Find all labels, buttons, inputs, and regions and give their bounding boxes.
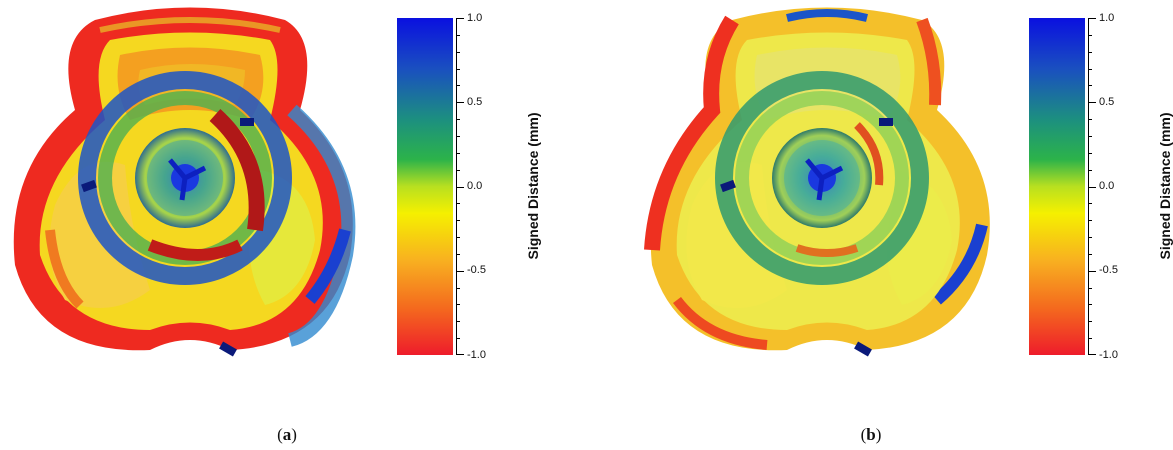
- major-tick: [1088, 271, 1096, 272]
- major-tick: [456, 18, 464, 19]
- minor-tick: [1088, 288, 1092, 289]
- tick-label: -1.0: [467, 349, 486, 361]
- colorbar-axis: [1088, 18, 1089, 355]
- panel-a: 1.0 0.5 0.0 -0.5 -1.0 Signed Distance (m…: [0, 0, 586, 450]
- major-tick: [456, 354, 464, 355]
- minor-tick: [456, 52, 460, 53]
- minor-tick: [1088, 52, 1092, 53]
- minor-tick: [1088, 254, 1092, 255]
- minor-tick: [1088, 35, 1092, 36]
- minor-tick: [456, 237, 460, 238]
- major-tick: [1088, 18, 1096, 19]
- colorbar-gradient: [1029, 18, 1085, 355]
- minor-tick: [1088, 170, 1092, 171]
- major-tick: [1088, 354, 1096, 355]
- minor-tick: [456, 321, 460, 322]
- minor-tick: [456, 304, 460, 305]
- minor-tick: [1088, 321, 1092, 322]
- minor-tick: [1088, 136, 1092, 137]
- minor-tick: [1088, 220, 1092, 221]
- colorbar-title: Signed Distance (mm): [525, 112, 541, 260]
- minor-tick: [1088, 85, 1092, 86]
- minor-tick: [456, 35, 460, 36]
- minor-tick: [1088, 153, 1092, 154]
- tick-label: -0.5: [1099, 264, 1118, 276]
- surface-map-b: [644, 7, 990, 357]
- tick-label: 0.0: [467, 180, 483, 192]
- tick-label: -1.0: [1099, 349, 1118, 361]
- minor-tick: [456, 153, 460, 154]
- minor-tick: [456, 203, 460, 204]
- colorbar-axis: [456, 18, 457, 355]
- minor-tick: [1088, 338, 1092, 339]
- minor-tick: [1088, 304, 1092, 305]
- minor-tick: [1088, 203, 1092, 204]
- minor-tick: [1088, 119, 1092, 120]
- minor-tick: [456, 170, 460, 171]
- panel-label-b: (b): [860, 425, 882, 444]
- colorbar-title: Signed Distance (mm): [1157, 112, 1173, 260]
- major-tick: [456, 187, 464, 188]
- minor-tick: [456, 119, 460, 120]
- tick-label: -0.5: [467, 264, 486, 276]
- panel-b: 1.0 0.5 0.0 -0.5 -1.0 Signed Distance (m…: [587, 0, 1173, 450]
- minor-tick: [456, 85, 460, 86]
- panel-label-a: (a): [277, 425, 297, 444]
- tick-label: 0.5: [1099, 96, 1115, 108]
- surface-map-a: [13, 7, 356, 357]
- minor-tick: [456, 338, 460, 339]
- major-tick: [456, 102, 464, 103]
- minor-tick: [456, 136, 460, 137]
- minor-tick: [456, 69, 460, 70]
- minor-tick: [456, 220, 460, 221]
- tick-label: 0.5: [467, 96, 483, 108]
- minor-tick: [1088, 69, 1092, 70]
- tick-label: 0.0: [1099, 180, 1115, 192]
- major-tick: [1088, 187, 1096, 188]
- tick-label: 1.0: [467, 12, 483, 24]
- minor-tick: [456, 254, 460, 255]
- minor-tick: [1088, 237, 1092, 238]
- tick-label: 1.0: [1099, 12, 1115, 24]
- colorbar-a: 1.0 0.5 0.0 -0.5 -1.0 Signed Distance (m…: [397, 12, 541, 361]
- major-tick: [1088, 102, 1096, 103]
- colorbar-b: 1.0 0.5 0.0 -0.5 -1.0 Signed Distance (m…: [1029, 12, 1173, 361]
- major-tick: [456, 271, 464, 272]
- minor-tick: [456, 288, 460, 289]
- colorbar-gradient: [397, 18, 453, 355]
